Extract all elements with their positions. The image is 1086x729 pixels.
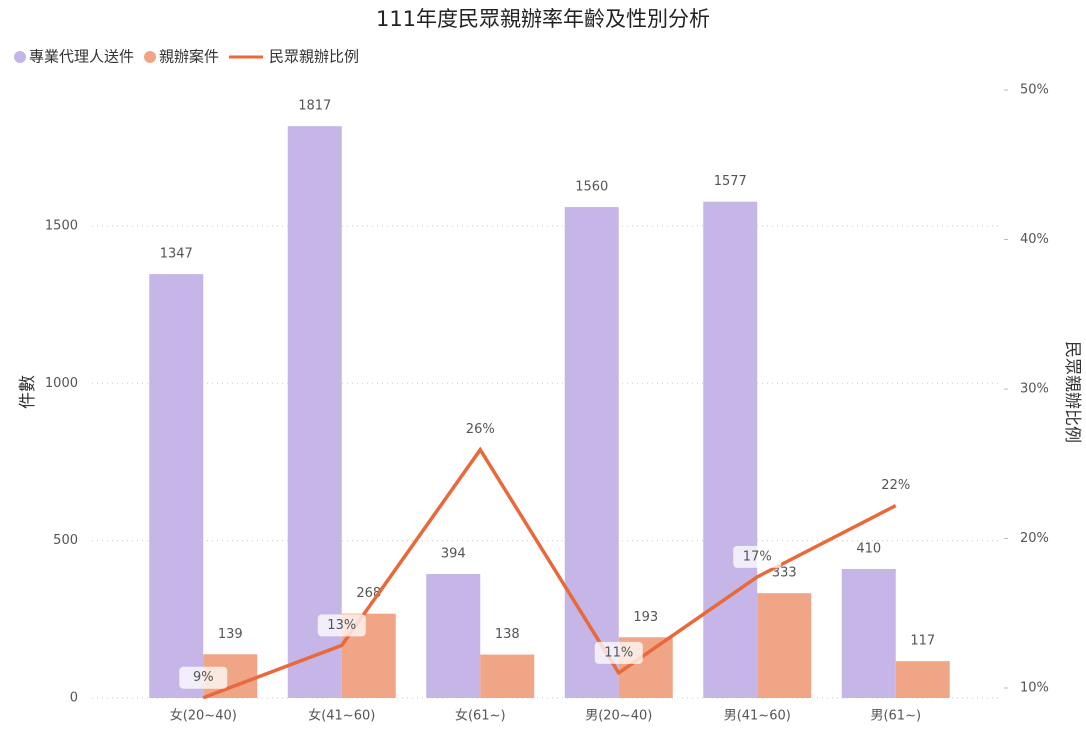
- line-label-box: [871, 474, 920, 497]
- line-value-label: 11%: [604, 645, 633, 660]
- bar: [703, 201, 758, 698]
- line-value-label: 22%: [881, 478, 910, 493]
- bar: [149, 274, 204, 698]
- bar: [841, 568, 896, 698]
- legend-label: 親辦案件: [159, 48, 219, 66]
- bar: [564, 207, 619, 698]
- line-label-box: [456, 418, 505, 441]
- line-label-box: [733, 545, 782, 568]
- bar-value-label: 1560: [575, 180, 608, 195]
- y2-tick-label: 50%: [1020, 83, 1049, 98]
- y2-tick-label: 10%: [1020, 680, 1049, 695]
- y-tick-label: 500: [53, 533, 78, 548]
- bar-value-label: 394: [441, 547, 466, 562]
- legend-label: 民眾親辦比例: [269, 48, 359, 66]
- line-label-box: [594, 641, 643, 664]
- bar-value-label: 193: [633, 610, 658, 625]
- x-tick-label: 女(61~): [455, 708, 506, 724]
- chart-title: 111年度民眾親辦率年齡及性別分析: [376, 7, 710, 31]
- y-tick-label: 0: [70, 691, 78, 706]
- x-tick-label: 男(20~40): [585, 709, 652, 724]
- line-value-label: 17%: [743, 549, 772, 564]
- y-axis-title: 件數: [18, 375, 38, 409]
- bar-value-label: 117: [910, 634, 935, 649]
- bar-value-label: 333: [772, 566, 797, 581]
- bar-value-label: 1347: [160, 247, 193, 262]
- x-tick-label: 男(41~60): [724, 709, 791, 724]
- line-label-box: [317, 614, 366, 637]
- x-tick-label: 男(61~): [870, 709, 921, 724]
- bar: [480, 654, 535, 698]
- y-tick-label: 1000: [45, 376, 78, 391]
- bar: [287, 126, 342, 698]
- y2-axis-title: 民眾親辦比例: [1062, 341, 1082, 443]
- bar-value-label: 1577: [714, 174, 747, 189]
- x-tick-label: 女(20~40): [170, 708, 237, 724]
- bar-value-label: 139: [218, 627, 243, 642]
- bar: [757, 593, 812, 698]
- line-label-box: [179, 666, 228, 689]
- y2-tick-label: 40%: [1020, 232, 1049, 247]
- bar-value-label: 1817: [298, 99, 331, 114]
- y2-tick-label: 30%: [1020, 381, 1049, 396]
- line-value-label: 9%: [193, 670, 214, 685]
- bar-value-label: 410: [856, 541, 881, 556]
- legend-label: 專業代理人送件: [29, 48, 134, 66]
- line-value-label: 13%: [327, 618, 356, 633]
- legend-swatch: [144, 51, 157, 63]
- bar: [895, 661, 950, 698]
- y-tick-label: 1500: [45, 218, 78, 233]
- line-value-label: 26%: [466, 422, 495, 437]
- bar-value-label: 138: [495, 627, 520, 642]
- x-tick-label: 女(41~60): [308, 708, 375, 724]
- bar: [426, 574, 481, 698]
- y2-tick-label: 20%: [1020, 531, 1049, 546]
- legend-swatch: [14, 51, 26, 63]
